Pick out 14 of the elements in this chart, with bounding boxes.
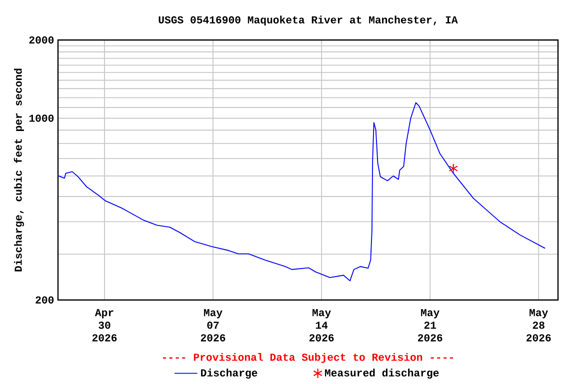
chart-title: USGS 05416900 Maquoketa River at Manchester, IA bbox=[158, 16, 458, 26]
legend-label: Measured discharge bbox=[324, 368, 439, 379]
x-tick-label: Apr 30 2026 bbox=[92, 309, 117, 342]
line-series bbox=[58, 102, 546, 282]
y-tick-label: 2000 bbox=[29, 36, 54, 44]
text: ---- Provisional Data Subject to Revision ---- bbox=[163, 353, 453, 363]
y-tick-label: 1000 bbox=[29, 114, 54, 122]
legend-label: Discharge bbox=[201, 368, 258, 379]
y-tick-label: 200 bbox=[36, 296, 54, 304]
y-axis-title: Discharge, cubic feet per second bbox=[14, 68, 24, 272]
x-tick-label: May 28 2026 bbox=[526, 309, 551, 342]
x-tick-label: May 21 2026 bbox=[418, 309, 442, 342]
x-tick-label: May 14 2026 bbox=[309, 309, 334, 342]
x-tick-label: May 07 2026 bbox=[200, 309, 226, 342]
